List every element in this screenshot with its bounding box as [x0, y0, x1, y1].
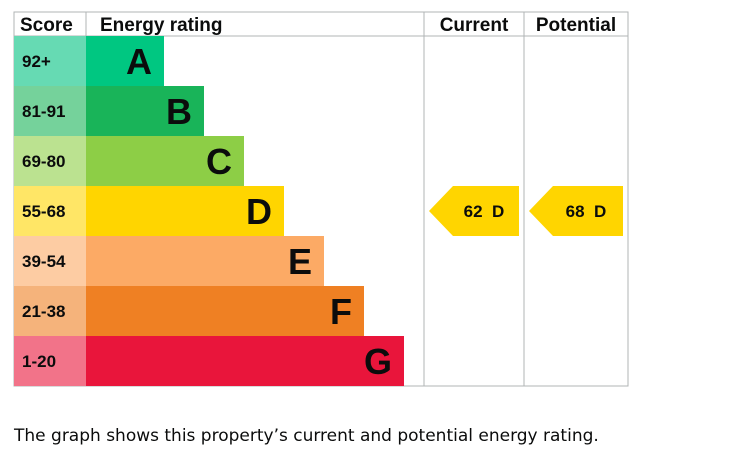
score-cell-c: [14, 136, 86, 186]
current-rating-arrow: [429, 186, 519, 236]
chart-caption: The graph shows this property’s current …: [14, 426, 599, 446]
score-label-b: 81-91: [22, 102, 65, 121]
potential-rating-arrow: [529, 186, 623, 236]
rating-letter-c: C: [206, 141, 232, 182]
rating-bar-f: [86, 286, 364, 336]
header-potential: Potential: [536, 15, 616, 36]
rating-letter-g: G: [364, 341, 392, 382]
score-label-g: 1-20: [22, 352, 56, 371]
chart-headers: Score Energy rating Current Potential: [20, 15, 616, 36]
score-cell-a: [14, 36, 86, 86]
rating-letter-a: A: [126, 41, 152, 82]
current-rating-arrow-label: 62 D: [464, 202, 505, 221]
rating-letter-e: E: [288, 241, 312, 282]
rating-bar-c: [86, 136, 244, 186]
header-current: Current: [440, 15, 509, 36]
rating-bar-g: [86, 336, 404, 386]
header-energy-rating: Energy rating: [100, 15, 222, 36]
score-label-c: 69-80: [22, 152, 65, 171]
rating-bar-a: [86, 36, 164, 86]
rating-bar-e: [86, 236, 324, 286]
rating-letter-d: D: [246, 191, 272, 232]
score-label-a: 92+: [22, 52, 51, 71]
score-cell-d: [14, 186, 86, 236]
score-cell-f: [14, 286, 86, 336]
score-label-d: 55-68: [22, 202, 65, 221]
score-cell-e: [14, 236, 86, 286]
rating-letter-b: B: [166, 91, 192, 132]
score-label-e: 39-54: [22, 252, 66, 271]
rating-arrows: 62 D 68 D: [429, 186, 623, 236]
rating-bar-b: [86, 86, 204, 136]
score-label-f: 21-38: [22, 302, 65, 321]
energy-rating-chart: Score Energy rating Current Potential 92+ A 8…: [13, 11, 629, 387]
rating-bands: 92+ A 81-91 B 69-80 C 55-68 D 39-54 E 21-38 F 1-20 G: [14, 36, 404, 386]
header-score: Score: [20, 15, 73, 36]
potential-rating-arrow-label: 68 D: [566, 202, 607, 221]
score-cell-b: [14, 86, 86, 136]
score-cell-g: [14, 336, 86, 386]
rating-bar-d: [86, 186, 284, 236]
rating-letter-f: F: [330, 291, 352, 332]
